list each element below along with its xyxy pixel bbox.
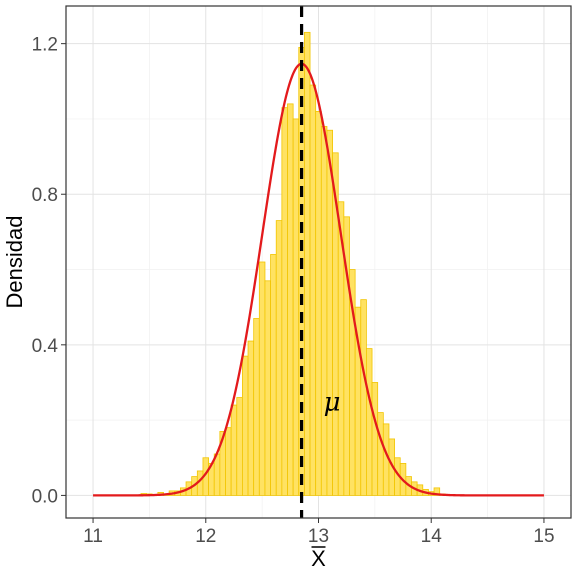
histogram-bar xyxy=(236,397,243,496)
y-tick-label: 0.8 xyxy=(32,185,58,206)
x-tick-label: 12 xyxy=(195,526,216,547)
histogram-bars xyxy=(140,31,446,496)
histogram-bar xyxy=(258,261,266,496)
y-tick-label: 0.4 xyxy=(32,336,59,357)
histogram-bar xyxy=(230,404,238,496)
histogram-bar xyxy=(242,355,249,496)
histogram-bar xyxy=(225,427,232,496)
y-tick-label: 0.0 xyxy=(32,486,58,507)
histogram-bar xyxy=(281,107,288,496)
histogram-bar xyxy=(270,254,277,496)
histogram-bar xyxy=(315,111,322,496)
y-axis-title: Densidad xyxy=(2,216,27,309)
x-tick-label: 14 xyxy=(421,526,443,547)
histogram-bar xyxy=(253,318,260,496)
axes: 11 12 13 14 15 0.0 0.4 0.8 1.2 xyxy=(32,35,555,547)
histogram-bar xyxy=(366,348,373,496)
histogram-bar xyxy=(287,103,294,496)
normal-density-curve xyxy=(93,62,544,497)
histogram-bar xyxy=(275,220,283,496)
x-axis-title: X xyxy=(311,546,326,571)
histogram-bar xyxy=(377,412,384,496)
x-tick-label: 11 xyxy=(83,526,103,547)
histogram-bar xyxy=(360,299,367,496)
histogram-bar xyxy=(292,118,300,496)
mu-label: μ xyxy=(324,387,341,417)
y-tick-label: 1.2 xyxy=(32,35,58,56)
histogram-bar xyxy=(304,31,311,496)
histogram-bar xyxy=(320,126,328,496)
histogram-bar xyxy=(247,340,255,496)
histogram-bar xyxy=(326,129,333,496)
x-tick-label: 13 xyxy=(308,526,329,547)
histogram-bar xyxy=(309,84,317,496)
histogram-bar xyxy=(264,280,271,496)
histogram-bar xyxy=(213,453,221,496)
histogram-bar xyxy=(371,382,379,496)
x-tick-label: 15 xyxy=(533,526,554,547)
